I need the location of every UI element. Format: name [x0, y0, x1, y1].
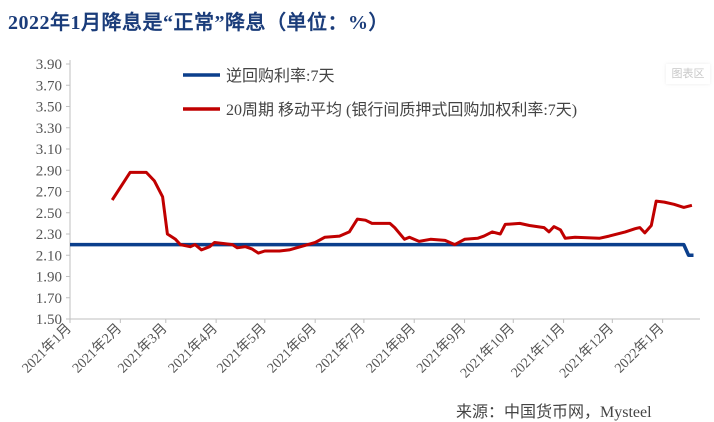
- y-tick-label: 2.10: [36, 248, 62, 264]
- x-tick-label: 2021年6月: [264, 321, 320, 377]
- y-tick-label: 1.90: [36, 270, 62, 286]
- y-tick-label: 2.50: [36, 206, 62, 222]
- series-line-repo-rate: [70, 242, 694, 258]
- legend-label-moving-average: 20周期 移动平均 (银行间质押式回购加权利率:7天): [226, 101, 577, 119]
- x-axis: 2021年1月2021年2月2021年3月2021年4月2021年5月2021年…: [19, 318, 700, 381]
- x-tick-label: 2021年4月: [165, 321, 221, 377]
- x-tick-label: 2021年7月: [313, 321, 369, 377]
- x-tick-label: 2021年3月: [115, 321, 171, 377]
- x-tick-label: 2022年1月: [612, 321, 668, 377]
- legend: 逆回购利率:7天 20周期 移动平均 (银行间质押式回购加权利率:7天): [183, 67, 577, 119]
- x-tick-label: 2021年1月: [19, 321, 75, 377]
- legend-label-repo-rate: 逆回购利率:7天: [226, 67, 334, 85]
- chart-area-watermark: 图表区: [666, 64, 710, 84]
- y-tick-label: 2.30: [36, 227, 62, 243]
- y-tick-label: 2.70: [36, 185, 62, 201]
- y-tick-label: 3.70: [36, 78, 62, 94]
- y-axis: 1.50 1.70 1.90 2.10 2.30 2.50 2.70 2.90 3.10 3.30…: [36, 57, 71, 328]
- x-tick-label: 2021年5月: [214, 321, 270, 377]
- y-tick-label: 3.50: [36, 100, 62, 116]
- x-tick-label: 2021年8月: [363, 321, 419, 377]
- source-note: 来源：中国货币网，Mysteel: [456, 404, 652, 421]
- y-tick-label: 3.30: [36, 121, 62, 137]
- y-tick-label: 3.10: [36, 142, 62, 158]
- series-line-moving-average: [110, 170, 693, 255]
- y-tick-label: 2.90: [36, 163, 62, 179]
- y-tick-label: 1.70: [36, 291, 62, 307]
- y-tick-label: 3.90: [36, 57, 62, 73]
- chart-title: 2022年1月降息是“正常”降息（单位：%）: [8, 12, 389, 34]
- y-tick-label: 1.50: [36, 312, 62, 328]
- series-lines: [70, 170, 694, 258]
